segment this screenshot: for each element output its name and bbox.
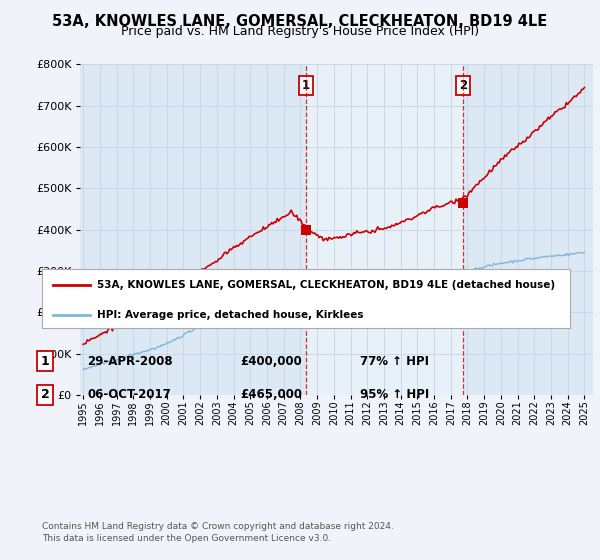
Text: HPI: Average price, detached house, Kirklees: HPI: Average price, detached house, Kirk… bbox=[97, 310, 364, 320]
Text: Contains HM Land Registry data © Crown copyright and database right 2024.
This d: Contains HM Land Registry data © Crown c… bbox=[42, 522, 394, 543]
Text: £465,000: £465,000 bbox=[240, 388, 302, 402]
Text: 1: 1 bbox=[41, 354, 49, 368]
Text: 1: 1 bbox=[302, 80, 310, 92]
Text: 77% ↑ HPI: 77% ↑ HPI bbox=[360, 354, 429, 368]
Text: 2: 2 bbox=[41, 388, 49, 402]
Bar bbox=[306, 64, 463, 395]
Text: Price paid vs. HM Land Registry's House Price Index (HPI): Price paid vs. HM Land Registry's House … bbox=[121, 25, 479, 38]
Text: 06-OCT-2017: 06-OCT-2017 bbox=[87, 388, 171, 402]
Text: 53A, KNOWLES LANE, GOMERSAL, CLECKHEATON, BD19 4LE (detached house): 53A, KNOWLES LANE, GOMERSAL, CLECKHEATON… bbox=[97, 280, 556, 290]
Text: 95% ↑ HPI: 95% ↑ HPI bbox=[360, 388, 429, 402]
Text: £400,000: £400,000 bbox=[240, 354, 302, 368]
Text: 53A, KNOWLES LANE, GOMERSAL, CLECKHEATON, BD19 4LE: 53A, KNOWLES LANE, GOMERSAL, CLECKHEATON… bbox=[52, 14, 548, 29]
Text: 29-APR-2008: 29-APR-2008 bbox=[87, 354, 173, 368]
Text: 2: 2 bbox=[459, 80, 467, 92]
